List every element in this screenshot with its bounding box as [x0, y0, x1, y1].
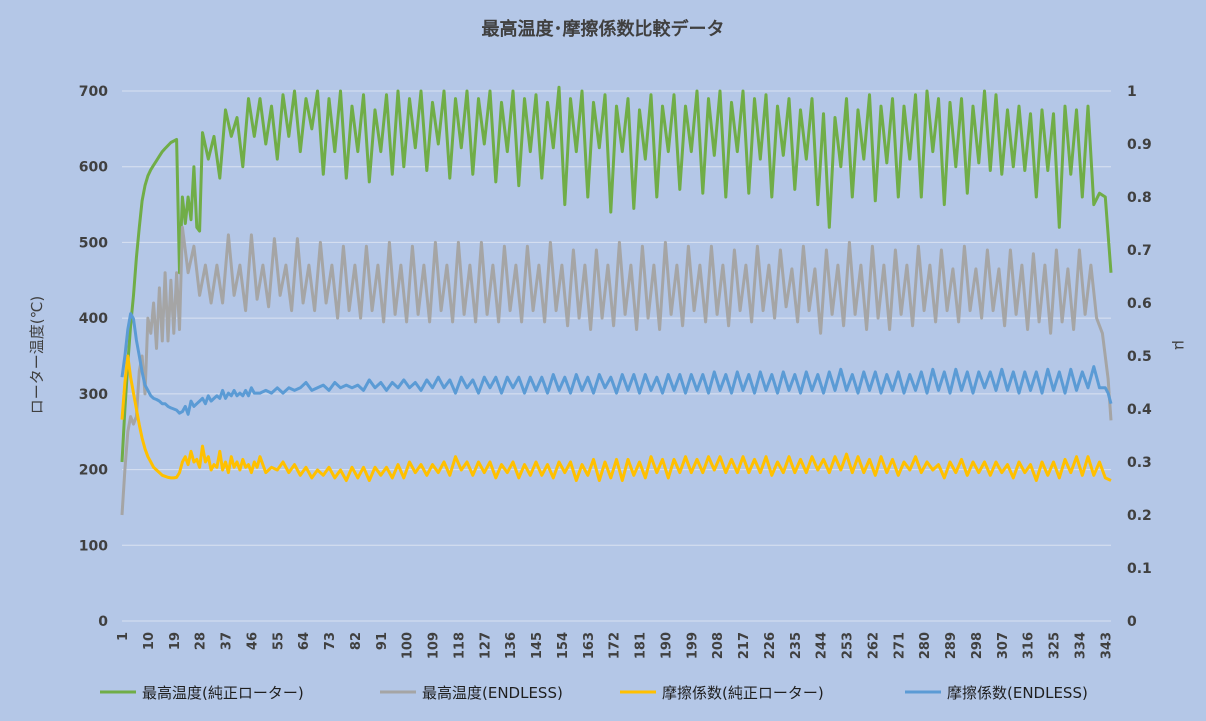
x-tick-label: 37: [220, 632, 235, 650]
x-tick-label: 145: [530, 632, 545, 659]
x-tick-label: 118: [452, 632, 467, 659]
x-tick-label: 10: [142, 632, 157, 650]
x-tick-label: 73: [323, 632, 338, 650]
y-left-tick-label: 300: [79, 387, 108, 403]
series-line-4: [120, 312, 1113, 416]
x-tick-label: 82: [349, 632, 364, 650]
x-tick-label: 217: [737, 632, 752, 659]
x-tick-label: 199: [685, 632, 700, 659]
x-tick-label: 280: [918, 632, 933, 659]
x-tick-label: 181: [634, 632, 649, 659]
x-tick-label: 100: [401, 632, 416, 659]
x-tick-label: 55: [271, 632, 286, 650]
x-tick-label: 208: [711, 632, 726, 659]
x-tick-label: 190: [659, 632, 674, 659]
x-tick-label: 325: [1048, 632, 1063, 659]
legend-item-1: 最高温度(純正ローター): [100, 684, 304, 702]
y-right-tick-label: 0.2: [1127, 508, 1152, 524]
chart-title: 最高温度･摩擦係数比較データ: [482, 18, 725, 40]
x-tick-label: 91: [375, 632, 390, 650]
legend-label: 最高温度(純正ローター): [142, 684, 304, 702]
y-axis-left-label: ローター温度(℃): [28, 296, 46, 415]
x-tick-label: 172: [608, 632, 623, 659]
y-right-tick-label: 0.8: [1127, 190, 1152, 206]
legend-label: 最高温度(ENDLESS): [422, 684, 563, 702]
x-tick-label: 343: [1099, 632, 1114, 659]
x-tick-label: 136: [504, 632, 519, 659]
x-tick-label: 307: [996, 632, 1011, 659]
x-tick-label: 334: [1073, 632, 1088, 659]
y-right-tick-label: 1: [1127, 84, 1137, 100]
y-left-tick-label: 400: [79, 311, 108, 327]
legend-item-3: 摩擦係数(純正ローター): [620, 684, 824, 702]
series-group: [120, 85, 1113, 516]
y-left-tick-label: 700: [79, 84, 108, 100]
x-tick-label: 127: [478, 632, 493, 659]
y-right-tick-label: 0.3: [1127, 455, 1152, 471]
x-tick-label: 154: [556, 632, 571, 659]
x-tick-label: 19: [168, 632, 183, 650]
x-tick-label: 316: [1022, 632, 1037, 659]
x-tick-label: 244: [815, 632, 830, 659]
series-line-2: [120, 225, 1113, 516]
y-right-tick-label: 0.4: [1127, 402, 1152, 418]
x-tick-label: 235: [789, 632, 804, 659]
x-tick-label: 163: [582, 632, 597, 659]
x-tick-label: 262: [866, 632, 881, 659]
y-right-tick-label: 0.9: [1127, 137, 1152, 153]
legend-item-2: 最高温度(ENDLESS): [380, 684, 563, 702]
y-right-tick-label: 0.6: [1127, 296, 1152, 312]
legend-label: 摩擦係数(純正ローター): [662, 684, 824, 702]
legend: 最高温度(純正ローター) 最高温度(ENDLESS) 摩擦係数(純正ローター) 摩擦係…: [100, 684, 1088, 702]
legend-label: 摩擦係数(ENDLESS): [947, 684, 1088, 702]
gridlines: [122, 90, 1111, 622]
x-tick-label: 1: [116, 632, 131, 641]
y-right-tick-label: 0: [1127, 614, 1137, 630]
y-left-tick-label: 100: [79, 538, 108, 554]
series-line-1: [120, 85, 1113, 463]
x-tick-label: 109: [427, 632, 442, 659]
y-right-tick-label: 0.5: [1127, 349, 1152, 365]
y-left-tick-label: 600: [79, 160, 108, 176]
x-tick-label: 64: [297, 632, 312, 650]
x-axis: 1 10 19 28 37 46 55 64 73 82 91 100 109 118 127 136 145 1…: [116, 632, 1114, 659]
y-axis-left: 0 100 200 300 400 500 600 700: [79, 84, 108, 630]
x-tick-label: 28: [194, 632, 209, 650]
y-right-tick-label: 0.7: [1127, 243, 1152, 259]
y-left-tick-label: 500: [79, 235, 108, 251]
y-right-tick-label: 0.1: [1127, 561, 1152, 577]
y-axis-right-label: μ: [1171, 340, 1189, 350]
x-tick-label: 289: [944, 632, 959, 659]
y-left-tick-label: 200: [79, 463, 108, 479]
y-axis-right: 0 0.1 0.2 0.3 0.4 0.5 0.6 0.7 0.8 0.9 1: [1127, 84, 1152, 630]
x-tick-label: 271: [892, 632, 907, 659]
y-left-tick-label: 0: [98, 614, 108, 630]
x-tick-label: 253: [841, 632, 856, 659]
series-line-3: [120, 354, 1112, 482]
x-tick-label: 226: [763, 632, 778, 659]
legend-item-4: 摩擦係数(ENDLESS): [905, 684, 1088, 702]
x-tick-label: 298: [970, 632, 985, 659]
x-tick-label: 46: [245, 632, 260, 650]
